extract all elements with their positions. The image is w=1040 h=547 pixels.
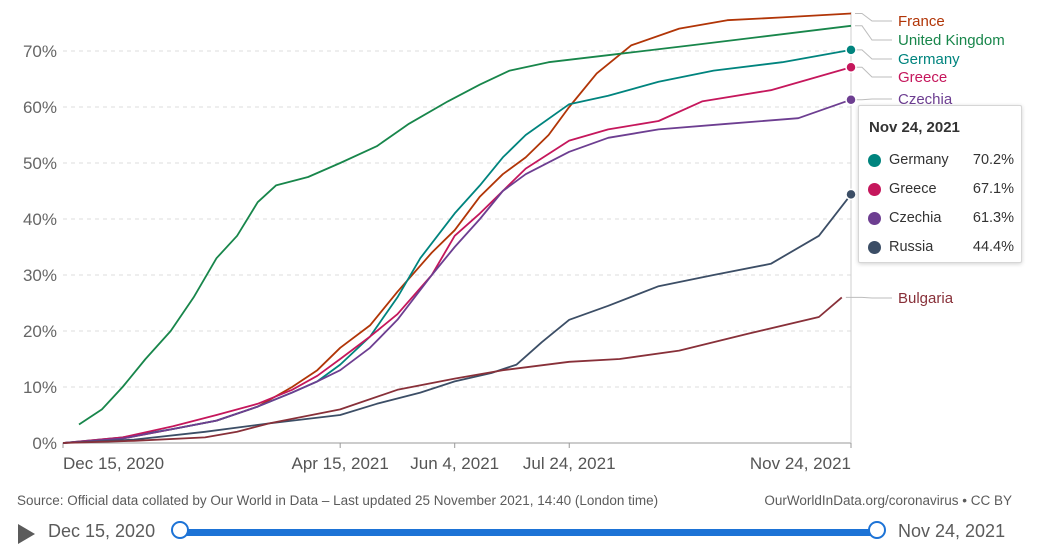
series-line-czechia <box>62 98 852 444</box>
end-marker <box>845 61 857 73</box>
x-tick-label: Nov 24, 2021 <box>750 454 851 473</box>
y-tick-label: 40% <box>23 210 57 229</box>
tooltip-value: 44.4% <box>972 239 1014 255</box>
source-note: Source: Official data collated by Our Wo… <box>17 493 659 508</box>
y-tick-label: 0% <box>32 434 57 453</box>
legend-label-united-kingdom: United Kingdom <box>898 32 1005 49</box>
x-axis-ticks: Dec 15, 2020 Apr 15, 2021 Jun 4, 2021 Jul 2… <box>62 443 852 473</box>
tooltip-row-russia: Russia 44.4% <box>859 237 1023 259</box>
legend-label-czechia: Czechia <box>898 91 953 108</box>
legend-connector <box>855 98 892 101</box>
end-marker <box>845 188 857 201</box>
tooltip-dot <box>868 212 881 225</box>
y-tick-label: 20% <box>23 322 57 341</box>
y-tick-label: 50% <box>23 154 57 173</box>
legend-label-france: France <box>898 13 945 30</box>
tooltip-row-germany: Germany 70.2% <box>859 150 1023 172</box>
line-chart: 0% 10% 20% 30% 40% 50% 60% 70% Dec 15, 2020 Apr … <box>23 12 1005 473</box>
legend-connector <box>855 49 892 60</box>
y-tick-label: 30% <box>23 266 57 285</box>
timeline-start-handle[interactable] <box>171 521 189 539</box>
tooltip-dot <box>868 241 881 254</box>
end-marker <box>845 44 857 56</box>
tooltip-dot <box>868 183 881 196</box>
legend-label-bulgaria: Bulgaria <box>898 290 954 307</box>
tooltip-country: Greece <box>889 181 937 197</box>
y-tick-label: 10% <box>23 378 57 397</box>
timeline-start-date: Dec 15, 2020 <box>48 521 156 541</box>
series-line-germany <box>62 49 852 444</box>
tooltip-value: 70.2% <box>972 152 1014 168</box>
timeline-end-date: Nov 24, 2021 <box>898 521 1006 541</box>
x-tick-label: Apr 15, 2021 <box>291 454 388 473</box>
tooltip-title: Nov 24, 2021 <box>869 119 960 136</box>
tooltip-value: 61.3% <box>972 210 1014 226</box>
tooltip-country: Czechia <box>889 210 942 226</box>
gridlines <box>63 12 852 444</box>
x-tick-label: Jul 24, 2021 <box>523 454 616 473</box>
x-tick-label: Jun 4, 2021 <box>410 454 499 473</box>
end-markers <box>845 44 857 201</box>
series-lines <box>62 12 852 444</box>
series-line-russia <box>62 193 852 444</box>
credit-link[interactable]: OurWorldInData.org/coronavirus • CC BY <box>764 493 1012 508</box>
series-line-bulgaria <box>62 296 843 444</box>
end-marker <box>845 93 857 106</box>
legend-connector <box>855 12 892 22</box>
tooltip-country: Russia <box>889 239 934 255</box>
tooltip-country: Germany <box>889 152 949 168</box>
y-tick-label: 70% <box>23 42 57 61</box>
play-icon[interactable] <box>18 524 35 544</box>
x-tick-label: Dec 15, 2020 <box>63 454 164 473</box>
legend-connector <box>855 66 892 78</box>
legend-connector <box>855 25 892 41</box>
timeline: Dec 15, 2020 Nov 24, 2021 <box>0 518 1040 547</box>
tooltip-dot <box>868 154 881 167</box>
tooltip-row-czechia: Czechia 61.3% <box>859 208 1023 230</box>
tooltip-row-greece: Greece 67.1% <box>859 179 1023 201</box>
timeline-end-handle[interactable] <box>868 521 886 539</box>
series-line-united-kingdom <box>78 24 852 426</box>
y-axis-ticks: 0% 10% 20% 30% 40% 50% 60% 70% <box>23 42 57 453</box>
y-tick-label: 60% <box>23 98 57 117</box>
legend-label-germany: Germany <box>898 51 960 68</box>
timeline-track[interactable] <box>180 529 877 536</box>
legend-connector <box>845 296 892 299</box>
tooltip-value: 67.1% <box>972 181 1014 197</box>
tooltip: Nov 24, 2021 Germany 70.2% Greece 67.1% … <box>858 105 1022 263</box>
legend-label-greece: Greece <box>898 69 947 86</box>
